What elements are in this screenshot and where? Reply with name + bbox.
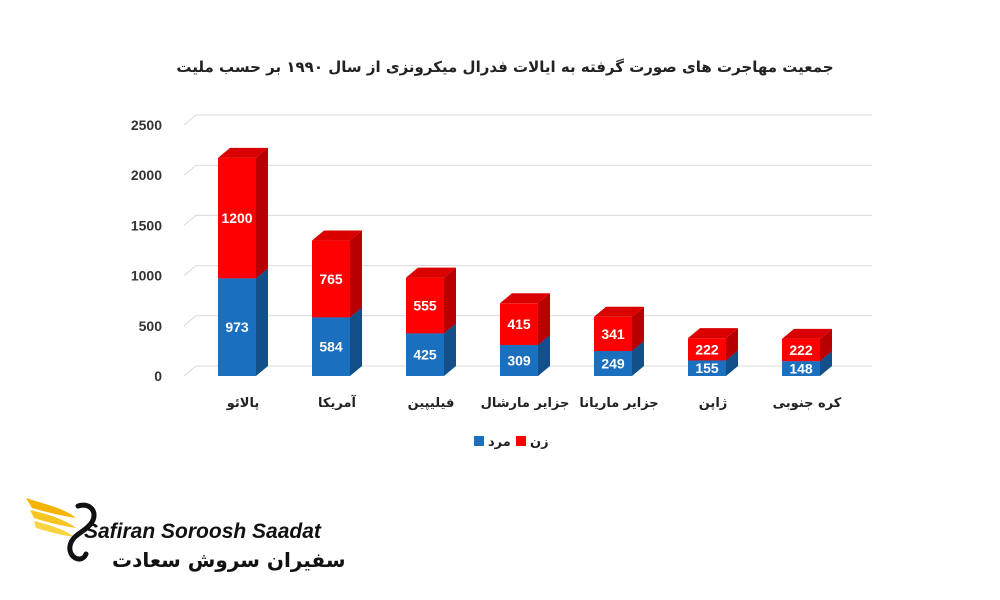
bar-female-top <box>218 147 268 158</box>
gridline-depth <box>183 164 197 176</box>
bar-male-side <box>350 307 362 376</box>
bar-female-top <box>688 328 738 339</box>
data-label-female: 555 <box>413 297 437 313</box>
data-label-male: 309 <box>507 352 531 368</box>
bar-male-front <box>594 351 632 376</box>
bar-male-front <box>782 361 820 376</box>
x-category-label: پالائو <box>226 396 259 411</box>
legend-swatch-female <box>516 436 526 446</box>
bar-male-side <box>726 350 738 376</box>
data-label-male: 148 <box>789 361 813 377</box>
y-tick-label: 1000 <box>131 268 162 284</box>
data-label-female: 341 <box>601 326 625 342</box>
x-category-label: کره جنوبی <box>773 396 842 411</box>
bar-female-front <box>312 240 350 318</box>
bar-male-side <box>444 323 456 376</box>
data-label-female: 222 <box>789 342 813 358</box>
bar-female-side <box>350 230 362 318</box>
y-tick-label: 500 <box>139 318 163 334</box>
bar-female-front <box>688 338 726 361</box>
bar-female-top <box>406 267 456 278</box>
y-tick-label: 0 <box>154 368 162 384</box>
bar-male-front <box>406 333 444 376</box>
data-label-male: 584 <box>319 339 343 355</box>
bar-male-front <box>500 344 538 376</box>
bars: 973 1200 584 765 425 555 309 415 249 341 155 222 148… <box>218 147 832 377</box>
data-label-female: 415 <box>507 316 531 332</box>
x-category-label: آمریکا <box>318 394 356 411</box>
gridline-depth <box>183 114 197 126</box>
bar-female-side <box>632 306 644 352</box>
x-category-label: فیلیپین <box>408 396 455 411</box>
legend-label-female: زن <box>530 435 549 450</box>
data-label-female: 1200 <box>221 210 252 226</box>
gridline-depth <box>183 315 197 327</box>
bar-male-front <box>312 317 350 376</box>
bar-female-top <box>782 328 832 339</box>
bar-male-side <box>538 334 550 376</box>
bar-male-side <box>632 341 644 376</box>
y-axis-ticks: 0 500 1000 1500 2000 2500 <box>131 117 162 384</box>
bar-female-top <box>500 293 550 304</box>
bar-female-front <box>594 316 632 352</box>
bar-male-side <box>256 268 268 376</box>
bar-female-top <box>594 306 644 317</box>
data-label-female: 765 <box>319 271 343 287</box>
bar-female-top <box>312 230 362 241</box>
bar-female-side <box>444 267 456 334</box>
x-category-label: ژاپن <box>699 396 728 411</box>
bar-female-front <box>406 277 444 334</box>
bird-logo-icon <box>26 498 97 562</box>
bar-female-front <box>782 338 820 362</box>
legend-label-male: مرد <box>488 435 511 450</box>
bar-female-side <box>538 293 550 345</box>
data-label-male: 973 <box>225 319 249 335</box>
bar-female-side <box>820 328 832 362</box>
bar-male-front <box>218 278 256 376</box>
data-label-male: 249 <box>601 356 625 372</box>
bar-female-side <box>726 328 738 361</box>
brand-name-fa: سفیران سروش سعادت <box>112 548 346 572</box>
y-tick-label: 2000 <box>131 167 162 183</box>
bar-male-front <box>688 360 726 376</box>
bar-female-front <box>500 303 538 345</box>
x-category-label: جزایر ماریانا <box>579 396 658 411</box>
legend-swatch-male <box>474 436 484 446</box>
brand-name-en: Safiran Soroosh Saadat <box>84 520 321 543</box>
gridline-depth <box>183 265 197 276</box>
chart-title: جمعیت مهاجرت های صورت گرفته به ایالات فد… <box>176 58 833 76</box>
data-label-female: 222 <box>695 341 719 357</box>
x-category-label: جزایر مارشال <box>481 396 570 411</box>
legend: مرد زن <box>474 435 549 450</box>
y-tick-label: 2500 <box>131 117 162 133</box>
bar-male-side <box>820 351 832 376</box>
gridline-depth <box>183 215 197 226</box>
bar-female-side <box>256 147 268 279</box>
data-label-male: 425 <box>413 347 437 363</box>
data-label-male: 155 <box>695 360 719 376</box>
x-axis-categories: پالائو آمریکا فیلیپین جزایر مارشال جزایر مار… <box>226 394 842 411</box>
y-tick-label: 1500 <box>131 217 162 233</box>
gridline-depth <box>183 365 197 377</box>
bar-female-front <box>218 157 256 279</box>
